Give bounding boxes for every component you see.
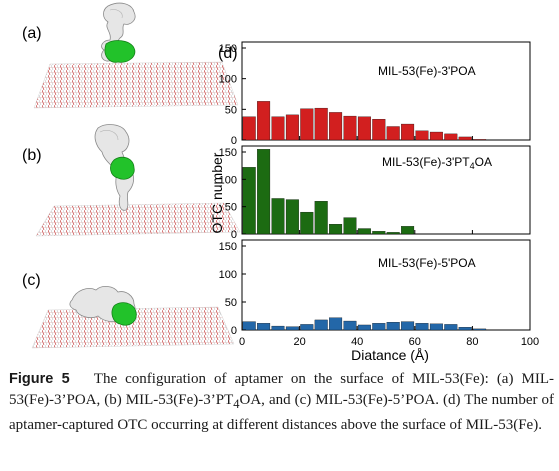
bar [357, 228, 371, 235]
binding-site-a [104, 40, 136, 63]
bar [444, 324, 458, 331]
caption-text: The configuration of aptamer on the surf… [9, 371, 554, 408]
bar [444, 133, 458, 141]
binding-site-c [111, 302, 137, 326]
plot-frame [241, 145, 531, 235]
x-tick-label: 60 [409, 336, 421, 348]
x-tick-label: 80 [466, 336, 478, 348]
subplot-title-5poa: MIL-53(Fe)-5'POA [378, 256, 476, 270]
surface-slab-c [31, 306, 235, 349]
bar [257, 323, 271, 331]
bar [271, 198, 285, 235]
bar [242, 116, 256, 141]
surface-slab-a [33, 61, 239, 109]
caption-text-2: OA, and (c) MIL-53(Fe)-5’POA. (d) The nu… [9, 392, 554, 433]
bar [386, 126, 400, 141]
subplot-5poa: MIL-53(Fe)-5'POA 0 50 100 150 0 20 40 60 80 100 [219, 239, 539, 348]
bar [300, 211, 314, 235]
y-tick-label: 50 [225, 297, 237, 309]
bar [343, 115, 357, 141]
bar [357, 324, 371, 331]
bar [285, 326, 299, 331]
y-tick-label: 150 [219, 43, 237, 55]
bar [473, 328, 487, 331]
panel-label-d: (d) [218, 45, 238, 62]
y-tick-label: 0 [231, 135, 237, 147]
y-tick-label: 50 [225, 104, 237, 116]
x-tick-label: 0 [239, 336, 245, 348]
bar [343, 217, 357, 235]
bar [401, 226, 415, 235]
y-tick-label: 0 [231, 229, 237, 241]
bar [285, 199, 299, 235]
subplot-title-3poa: MIL-53(Fe)-3'POA [378, 64, 476, 78]
bar [343, 320, 357, 331]
bar [458, 327, 472, 331]
bar [271, 325, 285, 331]
x-tick-label: 20 [293, 336, 305, 348]
bar [386, 322, 400, 331]
bar [372, 323, 386, 331]
figure-caption: Figure 5 The configuration of aptamer on… [9, 369, 554, 436]
y-tick-label: 100 [219, 174, 237, 186]
panel-label-c: (c) [22, 272, 41, 289]
bar [300, 324, 314, 331]
bar [429, 131, 443, 141]
bar [300, 108, 314, 141]
bar [314, 201, 328, 235]
bar [357, 116, 371, 141]
y-tick-label: 0 [231, 325, 237, 337]
subplot-3pt4oa: MIL-53(Fe)-3'PT4OA 0 50 100 150 [219, 145, 531, 241]
subplot-3poa: MIL-53(Fe)-3'POA 0 50 100 150 [219, 41, 531, 147]
x-axis-label: Diatance (Å) [351, 347, 429, 363]
bar [285, 114, 299, 141]
y-tick-label: 150 [219, 147, 237, 159]
bar [242, 167, 256, 235]
bar [386, 232, 400, 235]
bar [415, 323, 429, 331]
bar [372, 231, 386, 235]
bar [429, 323, 443, 331]
caption-subscript: 4 [233, 397, 240, 411]
y-tick-label: 100 [219, 269, 237, 281]
binding-site-b [110, 156, 135, 180]
bar [329, 224, 343, 235]
y-tick-label: 100 [219, 74, 237, 86]
bar [401, 321, 415, 331]
bar [257, 149, 271, 235]
y-tick-label: 50 [225, 202, 237, 214]
bar [329, 317, 343, 331]
bar [329, 112, 343, 141]
x-tick-label: 40 [351, 336, 363, 348]
subplot-title-3pt4oa: MIL-53(Fe)-3'PT4OA [382, 155, 492, 171]
bar [271, 116, 285, 141]
panel-label-a: (a) [22, 25, 42, 42]
bar [314, 319, 328, 331]
bar [458, 136, 472, 141]
bar [415, 130, 429, 141]
plot-frame [241, 239, 531, 331]
surface-slab-b [35, 202, 241, 237]
bar [401, 123, 415, 141]
panel-label-b: (b) [22, 147, 42, 164]
bar [372, 118, 386, 141]
bar [242, 321, 256, 331]
plot-frame [241, 41, 531, 141]
y-tick-label: 150 [219, 241, 237, 253]
x-tick-label: 100 [521, 336, 539, 348]
bar [314, 107, 328, 141]
caption-label: Figure 5 [9, 371, 70, 387]
bar [257, 101, 271, 141]
y-axis-label: OTC number [209, 152, 225, 233]
bar [473, 139, 487, 141]
